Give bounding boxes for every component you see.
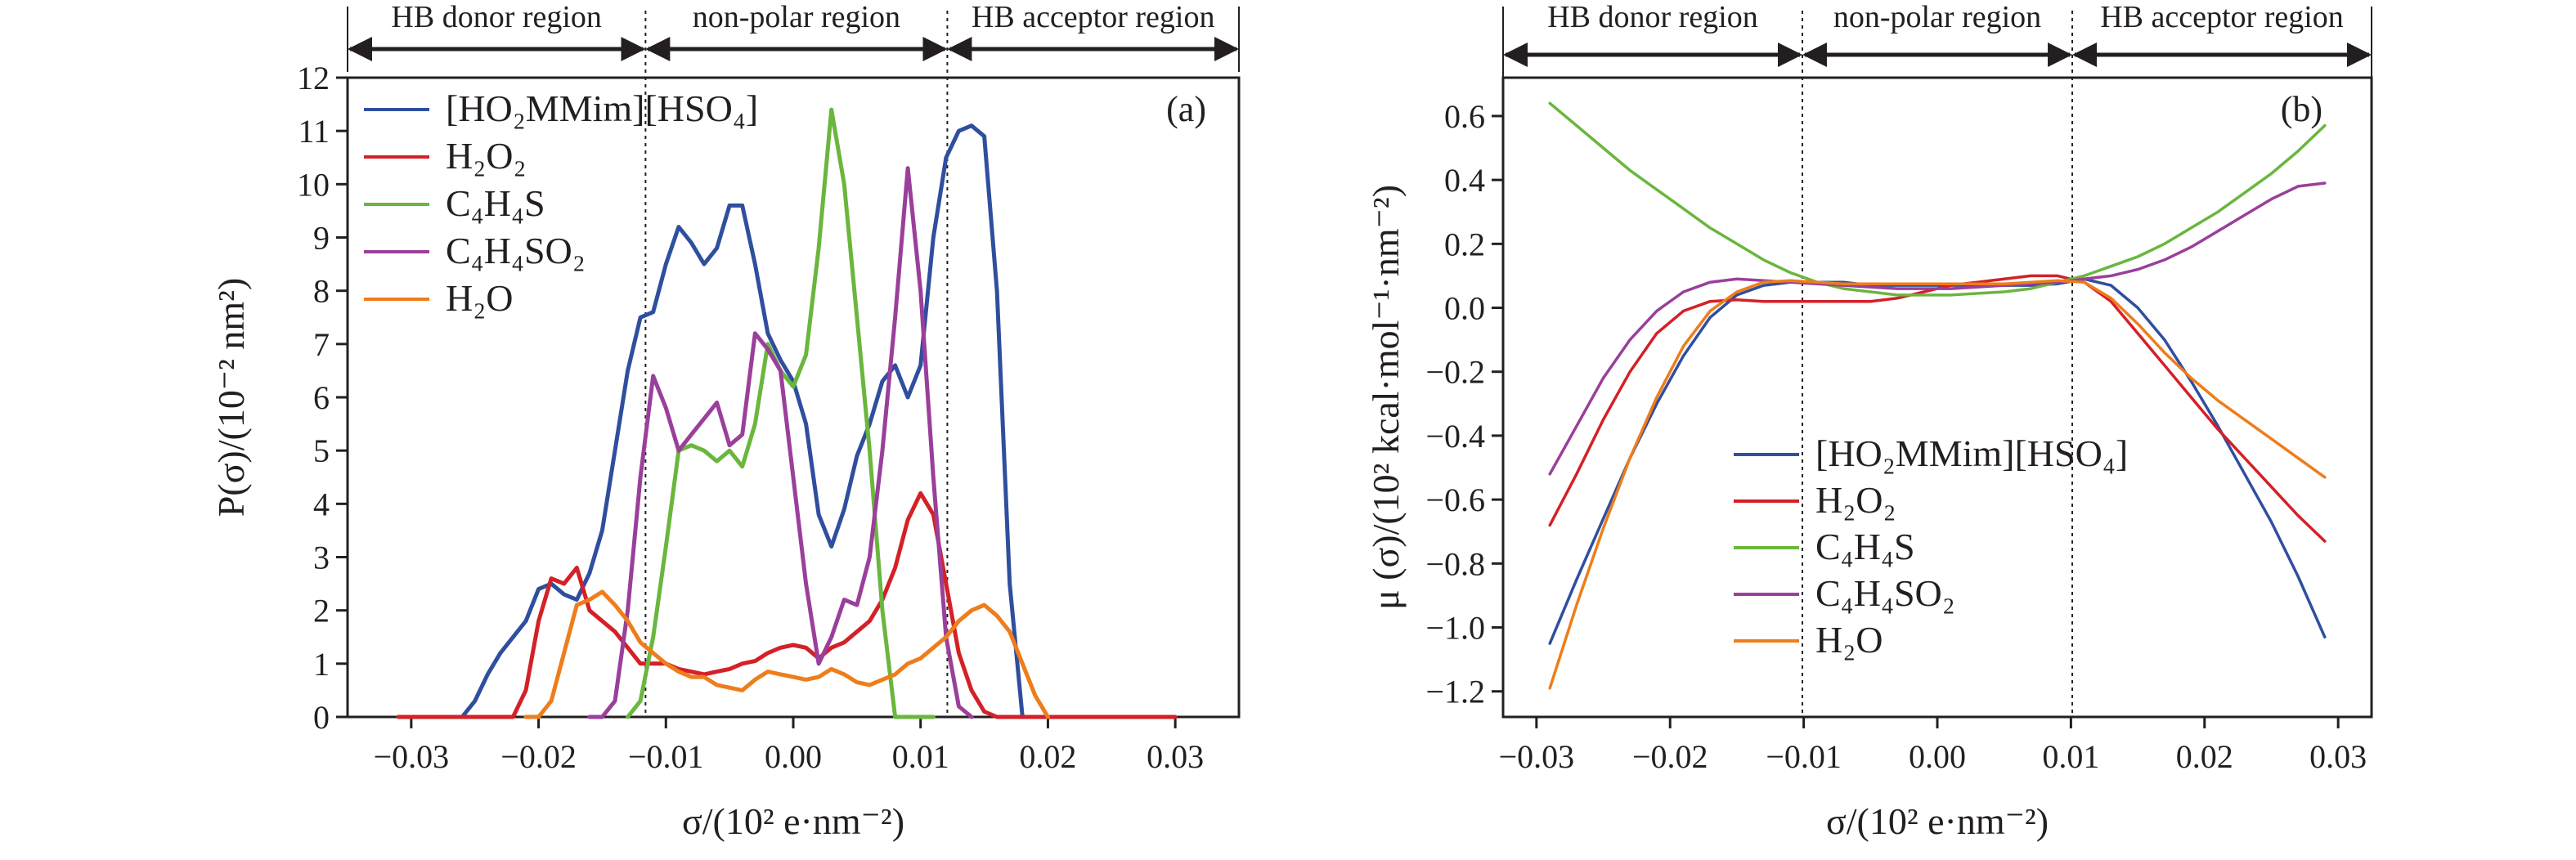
x-tick-label: 0.00 <box>765 738 822 775</box>
legend-label: H₂O <box>1815 619 1883 661</box>
x-tick-label: −0.03 <box>374 738 450 775</box>
x-tick-label: 0.00 <box>1909 738 1966 775</box>
series-line <box>1548 279 2327 690</box>
y-tick-label: 0.2 <box>1444 226 1485 262</box>
x-tick-label: 0.03 <box>1147 738 1204 775</box>
region-label: HB acceptor region <box>2100 0 2344 34</box>
legend-label: C₄H₄S <box>1815 526 1915 567</box>
x-axis-title: σ/(10² e·nm⁻²) <box>1826 800 2049 842</box>
series-line <box>1548 277 2327 645</box>
x-tick-label: −0.02 <box>500 738 577 775</box>
y-tick-label: 0.0 <box>1444 290 1485 327</box>
legend-label: [HO₂MMim][HSO₄] <box>1815 432 2128 474</box>
series-line <box>587 166 974 719</box>
legend-label: H₂O <box>446 277 513 319</box>
x-tick-label: 0.02 <box>1019 738 1076 775</box>
y-tick-label: −1.0 <box>1425 610 1485 647</box>
region-label: HB acceptor region <box>972 0 1215 34</box>
y-tick-label: 0 <box>313 699 330 736</box>
region-label: non-polar region <box>693 0 900 34</box>
x-tick-label: 0.01 <box>2042 738 2099 775</box>
legend-label: [HO₂MMim][HSO₄] <box>446 87 758 129</box>
legend-label: H₂O₂ <box>1815 479 1896 521</box>
series-line <box>396 490 1178 719</box>
y-tick-label: 5 <box>313 432 330 469</box>
x-tick-label: 0.01 <box>892 738 949 775</box>
y-tick-label: 0.4 <box>1444 162 1485 199</box>
y-tick-label: −0.2 <box>1425 354 1485 391</box>
panel-b: HB donor region non-polar region HB accept… <box>1365 0 2373 842</box>
y-axis-title: μ (σ)/(10² kcal·mol⁻¹·nm⁻²) <box>1365 185 1407 610</box>
x-tick-label: −0.01 <box>628 738 704 775</box>
y-tick-label: 4 <box>313 486 330 522</box>
y-tick-label: 1 <box>313 646 330 683</box>
x-axis-title: σ/(10² e·nm⁻²) <box>682 800 904 842</box>
y-tick-label: 6 <box>313 379 330 416</box>
series-line <box>1548 101 2327 297</box>
panel-a: HB donor region non-polar region HB accept… <box>210 0 1241 842</box>
y-tick-label: 9 <box>313 220 330 257</box>
y-tick-label: 2 <box>313 593 330 629</box>
panel-label: (a) <box>1166 89 1206 129</box>
x-tick-label: −0.01 <box>1766 738 1842 775</box>
x-tick-label: 0.02 <box>2176 738 2233 775</box>
legend-label: C₄H₄SO₂ <box>446 230 586 271</box>
legend-label: H₂O₂ <box>446 135 527 177</box>
panel-label: (b) <box>2281 89 2322 129</box>
y-tick-label: 10 <box>297 166 330 203</box>
series-line <box>523 589 1050 719</box>
y-tick-label: 7 <box>313 326 330 363</box>
y-tick-label: 12 <box>297 60 330 96</box>
x-tick-label: 0.03 <box>2309 738 2367 775</box>
y-tick-label: 11 <box>298 113 330 150</box>
y-tick-label: −0.8 <box>1425 545 1485 582</box>
y-tick-label: 8 <box>313 273 330 310</box>
region-label: non-polar region <box>1833 0 2041 34</box>
y-tick-label: −1.2 <box>1425 674 1485 710</box>
legend-label: C₄H₄S <box>446 182 545 224</box>
y-tick-label: −0.4 <box>1425 418 1485 455</box>
series-line <box>1548 181 2327 476</box>
x-tick-label: −0.03 <box>1499 738 1575 775</box>
y-axis-title: P(σ)/(10⁻² nm²) <box>210 278 252 517</box>
y-tick-label: 3 <box>313 540 330 576</box>
x-tick-label: −0.02 <box>1632 738 1708 775</box>
y-tick-label: 0.6 <box>1444 98 1485 135</box>
region-label: HB donor region <box>391 0 602 34</box>
y-tick-label: −0.6 <box>1425 482 1485 518</box>
region-label: HB donor region <box>1547 0 1758 34</box>
legend-label: C₄H₄SO₂ <box>1815 572 1955 614</box>
